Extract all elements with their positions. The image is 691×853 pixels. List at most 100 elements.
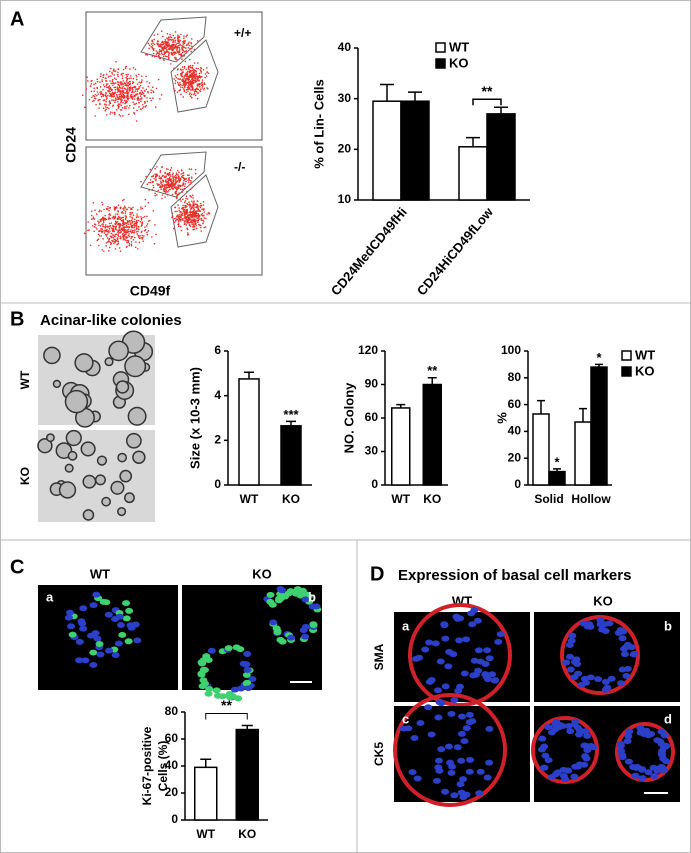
nucleus xyxy=(242,661,251,668)
nucleus xyxy=(594,676,603,683)
event-dot xyxy=(202,209,205,211)
nucleus xyxy=(538,735,547,742)
event-dot xyxy=(146,223,149,225)
event-dot xyxy=(161,40,164,43)
event-dot xyxy=(204,76,206,79)
event-dot xyxy=(180,169,183,171)
event-dot xyxy=(140,208,142,210)
event-dot xyxy=(110,82,112,85)
event-dot xyxy=(173,44,176,46)
event-dot xyxy=(181,191,183,194)
event-dot xyxy=(193,90,196,93)
event-dot xyxy=(142,87,144,89)
bar xyxy=(458,146,488,201)
nucleus xyxy=(105,647,114,654)
event-dot xyxy=(136,90,139,92)
event-dot xyxy=(114,223,117,226)
y-tick-label: 0 xyxy=(371,477,378,491)
event-dot xyxy=(91,96,93,99)
nucleus xyxy=(470,607,479,614)
event-dot xyxy=(137,225,140,228)
event-dot xyxy=(108,89,110,92)
bar xyxy=(372,100,402,201)
event-dot xyxy=(117,98,119,101)
nucleus xyxy=(459,776,468,783)
x-tick-label: KO xyxy=(423,492,441,506)
event-dot xyxy=(171,216,173,219)
event-dot xyxy=(119,222,121,225)
event-dot xyxy=(99,75,102,78)
event-dot xyxy=(115,109,118,111)
event-dot xyxy=(179,88,182,91)
event-dot xyxy=(156,33,159,36)
event-dot xyxy=(173,78,176,80)
event-dot xyxy=(93,83,95,86)
event-dot xyxy=(141,79,143,81)
nucleus xyxy=(589,744,598,751)
event-dot xyxy=(123,87,126,90)
event-dot xyxy=(182,171,185,174)
event-dot xyxy=(182,179,185,182)
event-dot xyxy=(128,107,130,109)
event-dot xyxy=(192,207,195,210)
event-dot xyxy=(122,229,124,232)
event-dot xyxy=(113,68,115,70)
event-dot xyxy=(190,67,193,69)
event-dot xyxy=(203,214,205,217)
nucleus xyxy=(483,774,492,781)
event-dot xyxy=(102,107,105,110)
nucleus xyxy=(573,763,582,770)
event-dot xyxy=(164,45,166,48)
event-dot xyxy=(152,186,155,189)
event-dot xyxy=(166,41,169,43)
event-dot xyxy=(178,215,180,218)
nucleus xyxy=(118,631,127,638)
event-dot xyxy=(125,233,127,236)
event-dot xyxy=(109,214,112,216)
nucleus xyxy=(485,759,494,766)
event-dot xyxy=(105,73,108,76)
event-dot xyxy=(171,49,174,52)
event-dot xyxy=(147,230,150,232)
event-dot xyxy=(122,220,124,223)
event-dot xyxy=(166,186,169,189)
event-dot xyxy=(100,235,103,237)
event-dot xyxy=(96,86,98,89)
event-dot xyxy=(126,105,128,107)
event-dot xyxy=(176,214,179,216)
error-bar xyxy=(286,420,296,426)
event-dot xyxy=(118,86,121,89)
event-dot xyxy=(185,197,187,200)
event-dot xyxy=(113,229,115,231)
event-dot xyxy=(108,231,110,234)
event-dot xyxy=(203,217,206,219)
event-dot xyxy=(111,227,114,230)
event-dot xyxy=(196,88,199,90)
y-tick-label: 40 xyxy=(165,758,179,772)
event-dot xyxy=(112,230,114,233)
event-dot xyxy=(185,77,187,80)
event-dot xyxy=(115,222,118,225)
event-dot xyxy=(128,233,130,235)
event-dot xyxy=(190,181,192,183)
event-dot xyxy=(118,98,120,101)
event-dot xyxy=(176,188,178,191)
event-dot xyxy=(166,55,168,58)
event-dot xyxy=(106,241,109,243)
event-dot xyxy=(118,96,121,98)
event-dot xyxy=(140,100,142,103)
event-dot xyxy=(188,174,190,176)
event-dot xyxy=(97,220,99,222)
nucleus xyxy=(468,718,477,725)
event-dot xyxy=(194,88,196,91)
event-dot xyxy=(112,224,114,227)
event-dot xyxy=(135,74,137,77)
nucleus xyxy=(202,653,211,660)
event-dot xyxy=(192,204,195,207)
event-dot xyxy=(110,92,113,95)
event-dot xyxy=(93,218,96,220)
event-dot xyxy=(189,70,192,73)
event-dot xyxy=(148,47,150,50)
nucleus xyxy=(618,635,627,642)
event-dot xyxy=(103,99,106,101)
